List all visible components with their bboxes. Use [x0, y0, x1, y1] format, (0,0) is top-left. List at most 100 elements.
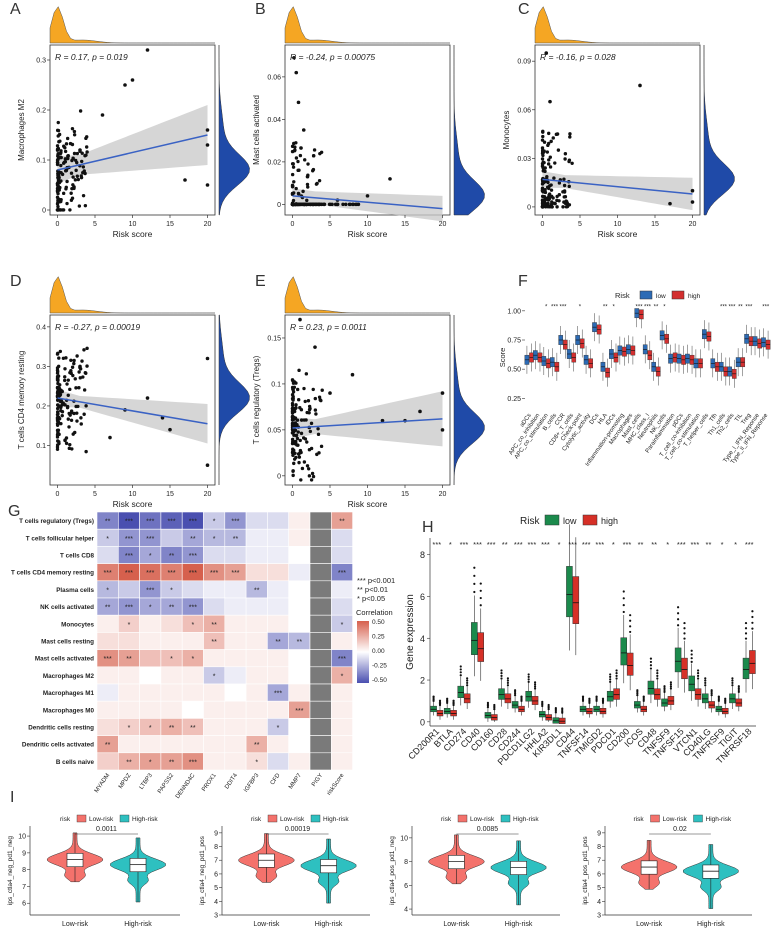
significance-label: **: [706, 540, 712, 549]
data-point: [297, 168, 301, 172]
data-point: [76, 404, 80, 409]
heat-cell: [224, 614, 247, 633]
box: [654, 688, 661, 700]
data-point: [541, 169, 545, 173]
x-axis-label: Risk score: [598, 229, 638, 239]
data-point: [365, 194, 370, 198]
colorbar-tick-label: -0.25: [372, 663, 387, 670]
outlier-point: [473, 582, 476, 585]
data-point: [57, 132, 62, 137]
legend-swatch-high: [582, 514, 598, 526]
x-tick-label: Low-risk: [253, 921, 280, 928]
outlier-point: [676, 618, 680, 621]
outlier-point: [663, 690, 666, 693]
data-point: [353, 202, 358, 207]
outlier-point: [561, 707, 564, 710]
data-point: [548, 155, 552, 159]
row-label: Dendritic cells activated: [22, 742, 94, 749]
heat-cell: [96, 683, 119, 702]
data-point: [548, 165, 553, 169]
significance-label: ***: [432, 540, 441, 549]
heat-cell: [309, 752, 332, 771]
outlier-point: [629, 630, 632, 634]
cell-stars: ***: [125, 570, 133, 577]
data-point: [75, 411, 79, 415]
heat-cell: [181, 632, 204, 650]
data-point: [55, 391, 60, 395]
data-point: [65, 404, 70, 409]
data-point: [545, 150, 550, 154]
outlier-point: [704, 684, 707, 687]
column-label: MMP7: [288, 772, 303, 790]
cell-stars: *: [255, 759, 258, 766]
cell-stars: ***: [295, 708, 303, 715]
heat-cell: [330, 580, 353, 599]
data-point: [297, 368, 301, 373]
y-tick-label: 0.1: [271, 381, 281, 388]
colorbar-tick-label: 0.25: [372, 634, 385, 641]
heat-cell: [224, 683, 247, 702]
data-point: [313, 396, 318, 401]
legend-swatch-high: [119, 814, 130, 823]
heat-cell: [309, 511, 332, 530]
box: [463, 693, 471, 704]
data-point: [84, 404, 88, 408]
x-axis-label: Risk score: [348, 499, 388, 509]
outlier-point: [452, 699, 455, 702]
column-label: IGFBP3: [243, 772, 261, 793]
x-tick-label: 10: [129, 491, 137, 498]
y-tick-label: 0.50: [507, 367, 521, 374]
colorbar-title: Correlation: [356, 608, 393, 617]
panel-letter: B: [255, 1, 266, 18]
outlier-point: [737, 688, 740, 692]
data-point: [303, 437, 308, 441]
panel-A: A 0 5 10 15 20 0 0.1 0.2 0.3 Risk score Macrophages…: [10, 1, 250, 239]
box: [620, 637, 628, 666]
data-point: [57, 386, 61, 390]
data-point: [84, 153, 88, 157]
data-point: [291, 198, 296, 203]
star-legend-item: * p<0.05: [357, 594, 385, 603]
star-legend-item: *** p<0.001: [357, 576, 395, 585]
y-tick-label: 7: [22, 884, 26, 891]
data-point: [313, 202, 318, 207]
data-point: [205, 128, 210, 132]
heat-cell: [118, 580, 140, 599]
x-tick-label: 10: [129, 221, 137, 228]
heat-cell: [203, 752, 226, 771]
data-point: [308, 406, 312, 411]
cell-stars: ***: [189, 519, 197, 526]
data-point: [550, 205, 554, 209]
data-point: [292, 180, 296, 184]
legend-swatch-high: [310, 814, 321, 823]
data-point: [75, 151, 80, 156]
data-point: [380, 418, 385, 423]
data-point: [294, 156, 299, 160]
heat-cell: [309, 580, 332, 599]
outlier-point: [547, 703, 550, 707]
data-point: [305, 182, 310, 187]
outlier-point: [649, 657, 653, 660]
box: [674, 647, 682, 673]
outlier-point: [731, 679, 734, 682]
box: [702, 693, 709, 704]
data-point: [290, 144, 295, 149]
data-point: [57, 441, 61, 446]
outlier-point: [696, 677, 700, 680]
data-point: [69, 418, 74, 422]
data-point: [316, 432, 321, 437]
data-point: [299, 418, 304, 422]
x-tick-label: DCs: [589, 413, 601, 426]
x-axis-label: Risk score: [113, 499, 153, 509]
cell-stars: *: [191, 656, 194, 663]
outlier-point: [669, 681, 673, 684]
data-point: [290, 172, 295, 177]
violin-box: [640, 860, 658, 875]
data-point: [290, 441, 295, 446]
column-label: PROX1: [201, 772, 218, 793]
cell-stars: **: [211, 639, 217, 646]
data-point: [58, 155, 63, 159]
data-point: [296, 397, 301, 402]
y-tick-label: 6: [597, 871, 601, 878]
data-point: [66, 378, 70, 382]
